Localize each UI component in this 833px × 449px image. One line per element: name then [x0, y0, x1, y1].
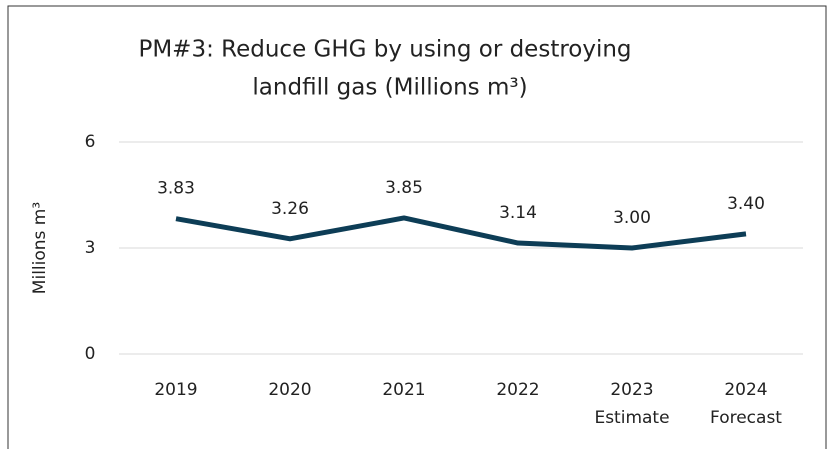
x-tick-label: 2023 — [610, 380, 653, 400]
x-tick-label: 2021 — [382, 380, 425, 400]
y-tick-label: 0 — [85, 344, 96, 364]
x-tick-label: 2020 — [268, 380, 311, 400]
chart-border — [7, 5, 827, 449]
data-label: 3.26 — [271, 199, 309, 219]
data-label: 3.14 — [499, 203, 537, 223]
x-tick-label: Forecast — [710, 408, 782, 428]
y-axis-label: Millions m³ — [30, 202, 50, 294]
chart-title: landfill gas (Millions m³) — [252, 75, 527, 101]
data-label: 3.83 — [157, 179, 195, 199]
y-tick-label: 3 — [85, 238, 96, 258]
data-line — [175, 215, 747, 251]
x-tick-label: Estimate — [594, 408, 669, 428]
data-label: 3.85 — [385, 178, 423, 198]
x-tick-label: 2022 — [496, 380, 539, 400]
x-tick-label: 2024 — [724, 380, 767, 400]
data-label: 3.40 — [727, 194, 765, 214]
chart-title: PM#3: Reduce GHG by using or destroying — [138, 37, 631, 63]
y-tick-label: 6 — [85, 132, 96, 152]
data-label: 3.00 — [613, 208, 651, 228]
x-tick-label: 2019 — [154, 380, 197, 400]
